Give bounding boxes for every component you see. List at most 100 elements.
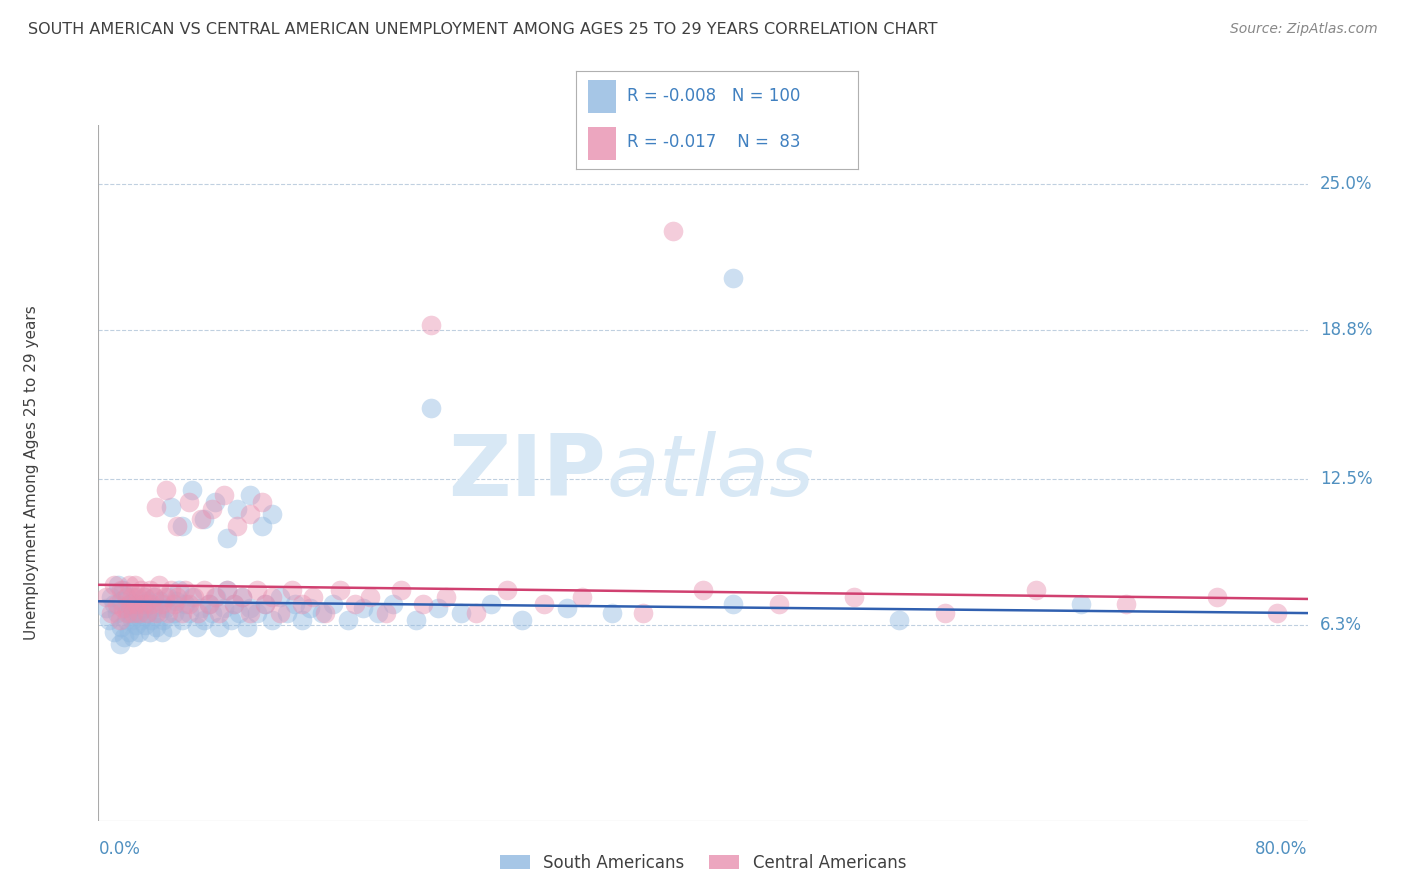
- Point: [844, 590, 866, 604]
- Point: [224, 597, 246, 611]
- Point: [201, 502, 224, 516]
- Text: R = -0.017    N =  83: R = -0.017 N = 83: [627, 134, 800, 152]
- Point: [367, 606, 389, 620]
- Point: [150, 597, 173, 611]
- Text: 80.0%: 80.0%: [1256, 839, 1308, 857]
- Point: [193, 613, 215, 627]
- Point: [177, 495, 201, 509]
- Text: 6.3%: 6.3%: [1320, 615, 1361, 634]
- Point: [166, 518, 188, 533]
- Point: [160, 620, 183, 634]
- Point: [239, 507, 262, 521]
- Point: [163, 597, 186, 611]
- Point: [118, 578, 141, 592]
- Point: [124, 590, 146, 604]
- Point: [721, 271, 744, 285]
- Point: [231, 590, 253, 604]
- Point: [145, 500, 167, 514]
- Point: [120, 597, 142, 611]
- Point: [208, 606, 231, 620]
- FancyBboxPatch shape: [588, 128, 616, 160]
- Point: [389, 582, 412, 597]
- Point: [143, 590, 166, 604]
- Point: [450, 606, 472, 620]
- Point: [143, 590, 166, 604]
- Point: [197, 597, 219, 611]
- Point: [269, 590, 291, 604]
- Point: [110, 620, 132, 634]
- Point: [299, 601, 322, 615]
- Point: [193, 582, 215, 597]
- Point: [253, 597, 276, 611]
- Point: [153, 590, 176, 604]
- Point: [122, 630, 145, 644]
- Point: [510, 613, 533, 627]
- Point: [302, 590, 325, 604]
- Point: [163, 606, 186, 620]
- Point: [108, 613, 131, 627]
- FancyBboxPatch shape: [588, 80, 616, 112]
- Point: [190, 512, 212, 526]
- Point: [190, 601, 212, 615]
- Point: [136, 594, 159, 608]
- Point: [114, 601, 136, 615]
- Point: [311, 606, 333, 620]
- Text: 25.0%: 25.0%: [1320, 175, 1372, 193]
- Point: [170, 518, 193, 533]
- Point: [114, 613, 136, 627]
- Point: [148, 578, 170, 592]
- Point: [360, 590, 382, 604]
- Point: [197, 597, 219, 611]
- Point: [129, 613, 152, 627]
- Point: [281, 582, 304, 597]
- Point: [132, 590, 155, 604]
- Point: [215, 582, 238, 597]
- Point: [121, 590, 143, 604]
- Point: [226, 502, 249, 516]
- Point: [105, 606, 128, 620]
- Point: [262, 590, 284, 604]
- Point: [139, 582, 162, 597]
- Point: [352, 601, 374, 615]
- Point: [129, 582, 152, 597]
- Point: [173, 582, 195, 597]
- Point: [212, 488, 235, 502]
- Point: [291, 613, 314, 627]
- Point: [107, 578, 129, 592]
- Point: [100, 590, 122, 604]
- Point: [105, 597, 128, 611]
- Point: [125, 618, 148, 632]
- Point: [427, 601, 450, 615]
- Point: [419, 401, 441, 415]
- Point: [602, 606, 624, 620]
- Point: [721, 597, 744, 611]
- Point: [934, 606, 956, 620]
- Point: [276, 606, 298, 620]
- Point: [631, 606, 654, 620]
- Point: [186, 620, 208, 634]
- Point: [160, 500, 183, 514]
- Text: 0.0%: 0.0%: [98, 839, 141, 857]
- Point: [111, 601, 134, 615]
- Point: [181, 590, 204, 604]
- Point: [103, 578, 125, 592]
- Text: Unemployment Among Ages 25 to 29 years: Unemployment Among Ages 25 to 29 years: [24, 305, 39, 640]
- Point: [127, 590, 149, 604]
- Point: [314, 606, 336, 620]
- Point: [108, 637, 131, 651]
- Point: [110, 594, 132, 608]
- Point: [165, 594, 187, 608]
- Point: [1115, 597, 1137, 611]
- Point: [322, 597, 344, 611]
- Point: [155, 483, 177, 498]
- Point: [205, 590, 228, 604]
- Point: [141, 597, 163, 611]
- Text: 12.5%: 12.5%: [1320, 470, 1372, 488]
- Point: [149, 594, 172, 608]
- Text: Source: ZipAtlas.com: Source: ZipAtlas.com: [1230, 22, 1378, 37]
- Point: [250, 518, 273, 533]
- Point: [889, 613, 911, 627]
- Point: [201, 606, 224, 620]
- Point: [135, 606, 157, 620]
- Point: [239, 606, 262, 620]
